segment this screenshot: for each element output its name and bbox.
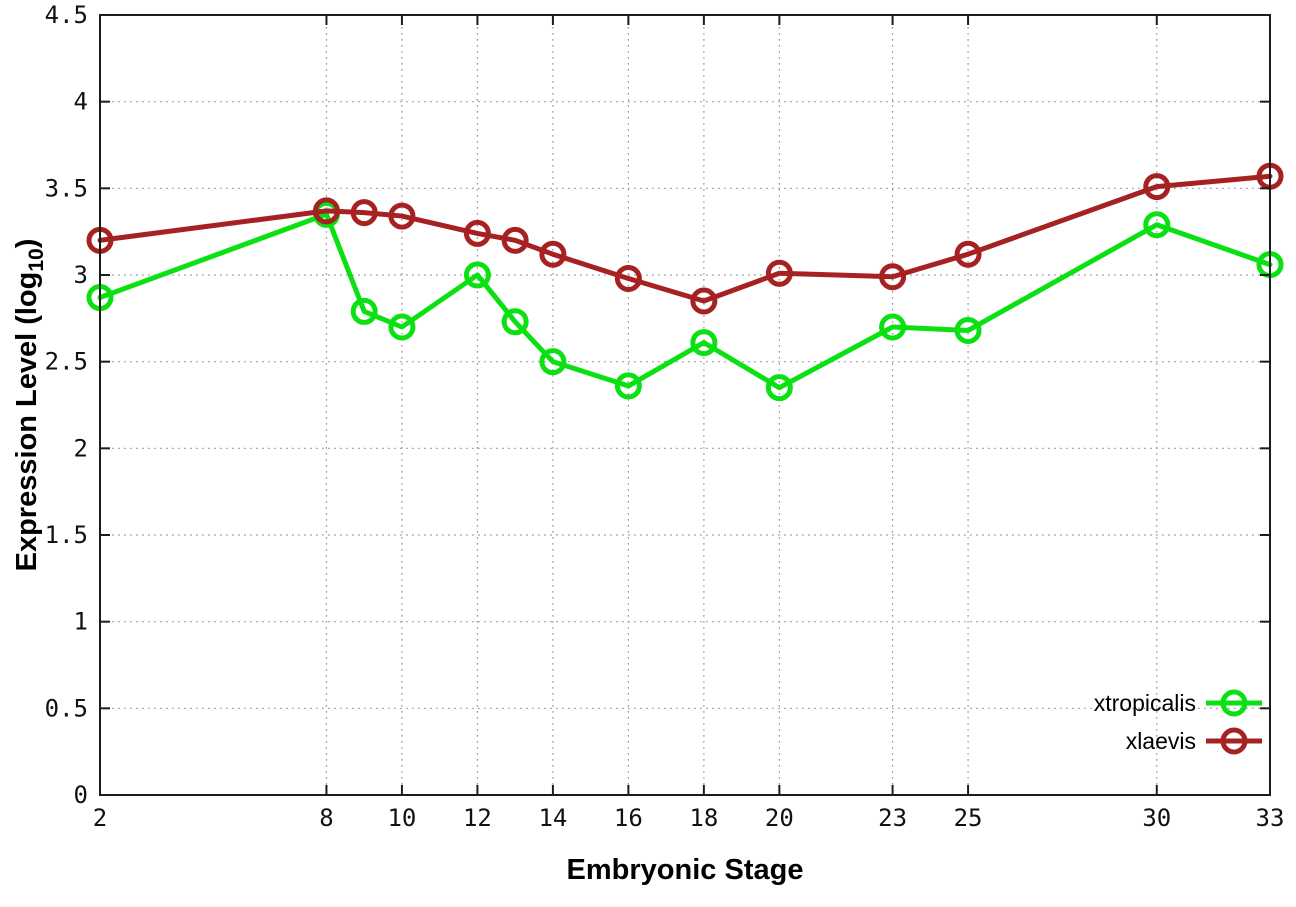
legend-marker — [1220, 689, 1248, 717]
y-axis-title-end: ) — [11, 239, 43, 249]
legend-label-xlaevis: xlaevis — [1126, 728, 1196, 754]
data-point-marker — [765, 259, 793, 287]
axes: 2 8 10 12 14 16 18 20 23 25 30 33 0 0.5 1 1.5 2 2.5 3 3.5 4 4… — [45, 1, 1285, 832]
y-tick-label: 3 — [74, 261, 88, 289]
data-point-marker — [1143, 173, 1171, 201]
data-point-marker — [690, 329, 718, 357]
x-tick-label: 2 — [93, 804, 107, 832]
data-point-marker — [1143, 211, 1171, 239]
data-point-marker — [954, 240, 982, 268]
data-point-marker — [765, 374, 793, 402]
series-xlaevis — [86, 162, 1284, 315]
y-tick-label: 2 — [74, 434, 88, 462]
y-tick-label: 4 — [74, 88, 88, 116]
y-axis-title: Expression Level (log10) — [11, 239, 48, 572]
data-point-marker — [388, 313, 416, 341]
x-tick-label: 18 — [689, 804, 718, 832]
series-line-xlaevis — [97, 173, 1273, 304]
data-point-marker — [879, 263, 907, 291]
y-axis-title-subscript: 10 — [25, 248, 48, 271]
y-tick-label: 2.5 — [45, 348, 88, 376]
data-point-marker — [350, 199, 378, 227]
x-axis-title: Embryonic Stage — [567, 854, 804, 886]
legend: xtropicalis xlaevis — [1094, 689, 1262, 755]
series-layer — [86, 162, 1284, 402]
data-point-marker — [690, 287, 718, 315]
x-tick-label: 10 — [387, 804, 416, 832]
x-tick-label: 23 — [878, 804, 907, 832]
data-point-marker — [954, 316, 982, 344]
data-point-marker — [501, 308, 529, 336]
y-tick-label: 1 — [74, 608, 88, 636]
x-tick-label: 14 — [538, 804, 567, 832]
x-tick-label: 30 — [1142, 804, 1171, 832]
data-point-marker — [614, 372, 642, 400]
data-point-marker — [879, 313, 907, 341]
y-tick-label: 4.5 — [45, 1, 88, 29]
series-xtropicalis — [86, 200, 1284, 402]
data-point-marker — [350, 297, 378, 325]
x-tick-label: 25 — [954, 804, 983, 832]
x-tick-label: 20 — [765, 804, 794, 832]
data-point-marker — [614, 264, 642, 292]
y-axis-title-main: Expression Level (log — [11, 272, 43, 572]
legend-entry-xlaevis: xlaevis — [1126, 727, 1262, 755]
data-point-marker — [501, 226, 529, 254]
legend-entry-xtropicalis: xtropicalis — [1094, 689, 1262, 717]
x-tick-label: 33 — [1256, 804, 1285, 832]
legend-marker — [1220, 727, 1248, 755]
data-point-marker — [312, 197, 340, 225]
x-tick-label: 16 — [614, 804, 643, 832]
plot-border — [99, 14, 1271, 796]
data-point-marker — [539, 240, 567, 268]
y-tick-label: 1.5 — [45, 521, 88, 549]
gridlines — [100, 15, 1270, 795]
y-tick-label: 0.5 — [45, 694, 88, 722]
legend-label-xtropicalis: xtropicalis — [1094, 690, 1196, 716]
x-tick-label: 12 — [463, 804, 492, 832]
x-tick-label: 8 — [319, 804, 333, 832]
data-point-marker — [463, 261, 491, 289]
y-tick-label: 0 — [74, 781, 88, 809]
data-point-marker — [388, 202, 416, 230]
data-point-marker — [463, 219, 491, 247]
data-point-marker — [539, 348, 567, 376]
y-tick-label: 3.5 — [45, 174, 88, 202]
